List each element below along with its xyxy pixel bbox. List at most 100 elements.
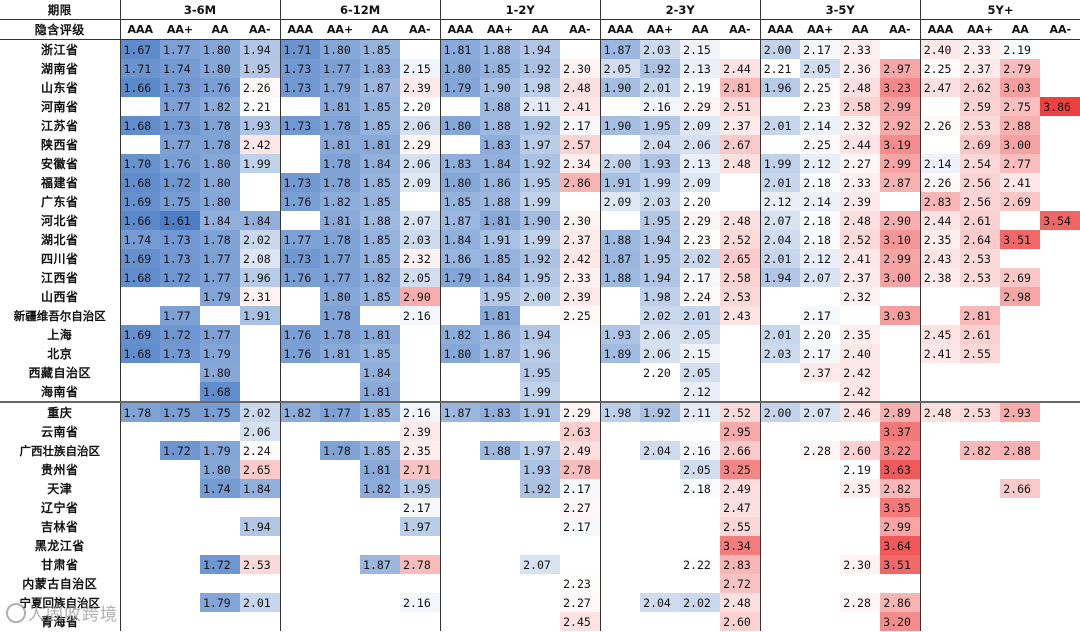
- heatmap-cell: [599, 498, 641, 517]
- region-label: 青海省: [0, 612, 121, 631]
- heatmap-cell: [200, 574, 240, 593]
- table-row: 宁夏回族自治区 1.79 2.01 2.16 2.27 2.04 2.02 2.48 2.28 2…: [0, 593, 1080, 612]
- heatmap-cell: 3.10: [880, 230, 921, 249]
- heatmap-cell: 1.84: [439, 230, 481, 249]
- heatmap-cell: 2.06: [640, 325, 681, 344]
- heatmap-cell: [960, 382, 1000, 402]
- heatmap-cell: [439, 135, 481, 154]
- heatmap-cell: [279, 498, 321, 517]
- heatmap-cell: [119, 498, 160, 517]
- heatmap-cell: [599, 135, 641, 154]
- table-row: 江西省 1.68 1.72 1.77 1.96 1.76 1.77 1.82 2.05 1.79 1…: [0, 268, 1080, 287]
- heatmap-cell: 3.86: [1040, 97, 1080, 116]
- table-row: 福建省 1.68 1.72 1.80 1.73 1.78 1.85 2.09 1.80 1.86 1…: [0, 173, 1080, 192]
- heatmap-cell: [1000, 574, 1040, 593]
- heatmap-cell: [320, 498, 360, 517]
- region-label: 湖北省: [0, 230, 121, 249]
- heatmap-cell: [1000, 460, 1040, 479]
- period-label: 期限: [0, 0, 121, 20]
- heatmap-cell: [279, 287, 321, 306]
- heatmap-cell: 1.81: [360, 382, 401, 402]
- region-label: 江苏省: [0, 116, 121, 135]
- heatmap-cell: 2.09: [680, 173, 721, 192]
- heatmap-cell: 2.53: [960, 401, 1001, 422]
- heatmap-cell: [919, 382, 961, 402]
- heatmap-cell: [599, 612, 641, 631]
- heatmap-cell: [800, 517, 840, 536]
- heatmap-cell: 2.18: [800, 230, 841, 249]
- heatmap-cell: [759, 363, 801, 382]
- heatmap-cell: [200, 422, 240, 441]
- heatmap-cell: 1.89: [599, 344, 641, 363]
- heatmap-cell: 1.85: [480, 59, 521, 78]
- heatmap-cell: [599, 211, 641, 230]
- heatmap-cell: 1.95: [640, 249, 681, 268]
- heatmap-cell: [160, 479, 200, 498]
- heatmap-cell: 1.73: [279, 249, 321, 268]
- heatmap-cell: 2.81: [960, 306, 1001, 325]
- heatmap-cell: [960, 593, 1000, 612]
- heatmap-cell: 1.61: [160, 211, 200, 230]
- region-label: 河南省: [0, 97, 121, 116]
- heatmap-cell: 2.31: [240, 287, 281, 306]
- heatmap-cell: [160, 363, 200, 382]
- heatmap-cell: [480, 422, 520, 441]
- rating-header-aaa: AAA: [119, 19, 160, 40]
- heatmap-cell: 2.48: [720, 593, 761, 612]
- heatmap-cell: [320, 363, 360, 382]
- heatmap-cell: [279, 593, 321, 612]
- region-label: 福建省: [0, 173, 121, 192]
- heatmap-cell: 2.41: [919, 344, 961, 363]
- heatmap-cell: 2.37: [560, 230, 601, 249]
- heatmap-cell: 1.78: [320, 230, 361, 249]
- heatmap-cell: 2.37: [800, 363, 841, 382]
- rating-header-aaplus: AA+: [320, 19, 361, 40]
- heatmap-cell: 2.43: [720, 306, 761, 325]
- heatmap-cell: [320, 460, 360, 479]
- heatmap-cell: [960, 460, 1000, 479]
- heatmap-cell: 1.94: [640, 230, 681, 249]
- heatmap-cell: [919, 363, 961, 382]
- heatmap-cell: [759, 97, 801, 116]
- table-row: 河北省 1.66 1.61 1.84 1.84 1.81 1.88 2.07 1.87 1.81 1…: [0, 211, 1080, 230]
- heatmap-cell: 1.77: [200, 268, 240, 287]
- heatmap-cell: 1.87: [439, 211, 481, 230]
- heatmap-cell: 2.24: [240, 441, 281, 460]
- heatmap-cell: 1.93: [640, 154, 681, 173]
- heatmap-cell: 1.80: [200, 39, 240, 59]
- heatmap-cell: 2.67: [720, 135, 761, 154]
- heatmap-cell: 1.78: [119, 401, 160, 422]
- heatmap-cell: 1.83: [480, 401, 521, 422]
- heatmap-cell: 1.88: [480, 97, 521, 116]
- heatmap-cell: 2.44: [840, 135, 881, 154]
- heatmap-cell: [400, 612, 440, 631]
- region-label: 山东省: [0, 78, 121, 97]
- heatmap-cell: [320, 612, 360, 631]
- heatmap-cell: 2.01: [759, 173, 801, 192]
- heatmap-cell: [480, 363, 520, 382]
- heatmap-cell: [919, 135, 961, 154]
- rating-header-aaa: AAA: [279, 19, 321, 40]
- heatmap-cell: 1.66: [119, 78, 160, 97]
- heatmap-cell: 1.73: [160, 230, 200, 249]
- heatmap-cell: [240, 498, 280, 517]
- heatmap-cell: 1.99: [520, 382, 561, 402]
- period-header-2-3y: 2-3Y: [599, 0, 761, 20]
- heatmap-cell: [880, 344, 920, 363]
- heatmap-cell: [1040, 287, 1080, 306]
- heatmap-cell: 1.85: [360, 192, 401, 211]
- heatmap-cell: 2.01: [759, 325, 801, 344]
- heatmap-cell: 2.78: [560, 460, 601, 479]
- period-header-1-2y: 1-2Y: [439, 0, 601, 20]
- heatmap-cell: [360, 536, 400, 555]
- heatmap-cell: 1.69: [119, 192, 160, 211]
- heatmap-cell: [480, 498, 520, 517]
- heatmap-cell: 1.68: [119, 344, 160, 363]
- heatmap-cell: [599, 517, 641, 536]
- heatmap-cell: 1.85: [360, 116, 401, 135]
- heatmap-cell: 1.99: [520, 230, 561, 249]
- heatmap-cell: 2.17: [680, 268, 721, 287]
- heatmap-cell: [840, 498, 880, 517]
- heatmap-cell: [520, 306, 560, 325]
- region-label: 贵州省: [0, 460, 121, 479]
